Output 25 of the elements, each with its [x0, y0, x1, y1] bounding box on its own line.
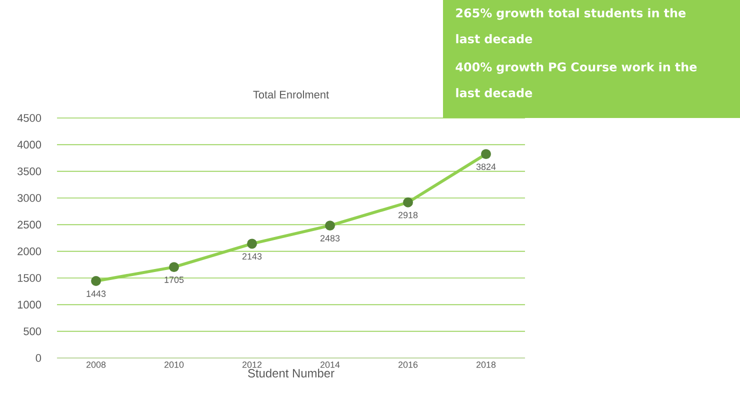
data-label: 1443 [86, 290, 106, 297]
y-tick-label: 4000 [17, 140, 42, 149]
x-tick-label: 2008 [86, 362, 106, 368]
y-tick-label: 3500 [18, 167, 42, 176]
data-label: 2918 [398, 212, 418, 218]
text: 400% growth PG Course work in the last decade [456, 62, 697, 98]
y-tick-label: 3000 [18, 194, 42, 202]
y-tick-label: 2500 [18, 220, 42, 229]
x-tick-label: 2016 [398, 362, 418, 368]
x-tick-label: 2018 [476, 362, 496, 368]
y-tick-label: 1000 [18, 300, 42, 309]
x-tick-label: 2012 [242, 362, 262, 368]
y-tick-label: 1500 [18, 274, 42, 282]
x-axis-title: Student Number [248, 368, 334, 378]
data-label: 2143 [242, 253, 262, 260]
y-tick-label: 500 [24, 327, 42, 336]
chart-title: Total Enrolment [253, 90, 329, 99]
y-tick-label: 0 [36, 354, 42, 362]
y-tick-label: 4500 [17, 114, 42, 122]
data-label: 3824 [476, 164, 496, 170]
y-tick-label: 2000 [18, 247, 42, 256]
x-tick-label: 2014 [320, 362, 340, 368]
x-tick-label: 2010 [164, 362, 184, 368]
text: 265% growth total students in the last decade [456, 8, 686, 44]
data-label: 2483 [320, 235, 340, 242]
